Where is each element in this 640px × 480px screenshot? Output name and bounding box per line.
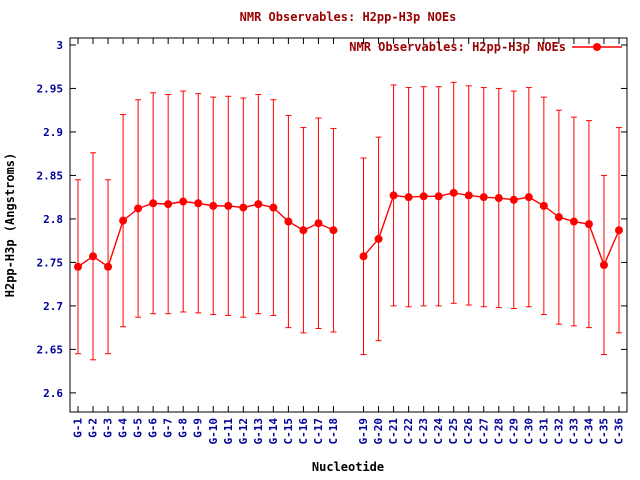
series-line <box>77 192 620 268</box>
x-tick-label: C-34 <box>582 418 595 445</box>
x-tick-label: G-10 <box>207 418 220 445</box>
data-point <box>269 203 278 212</box>
x-tick-label: C-15 <box>282 418 295 445</box>
x-tick-label: C-22 <box>402 418 415 445</box>
x-tick-label: G-14 <box>267 418 280 445</box>
data-point <box>104 262 113 271</box>
data-point <box>599 261 608 270</box>
x-tick-label: C-16 <box>297 418 310 445</box>
error-bars <box>75 81 622 361</box>
data-point <box>404 193 413 202</box>
x-tick-label: C-17 <box>312 418 325 445</box>
data-point <box>119 216 128 225</box>
y-tick-label: 2.65 <box>37 343 64 356</box>
x-tick-label: G-3 <box>102 418 115 438</box>
x-tick-label: G-5 <box>132 418 145 438</box>
data-point <box>149 199 158 208</box>
data-point <box>419 192 428 201</box>
data-point <box>209 201 218 210</box>
x-tick-label: G-12 <box>237 418 250 445</box>
data-point <box>254 200 263 209</box>
data-point <box>464 191 473 200</box>
data-point <box>179 197 188 206</box>
data-point <box>314 219 323 228</box>
legend-sample <box>572 43 622 51</box>
x-tick-label: G-19 <box>357 418 370 445</box>
data-point <box>194 199 203 208</box>
x-tick-label: C-23 <box>417 418 430 445</box>
x-tick-label: G-13 <box>252 418 265 445</box>
y-tick-label: 2.75 <box>37 256 64 269</box>
x-tick-label: C-35 <box>597 418 610 445</box>
data-point <box>134 204 143 213</box>
data-point <box>524 193 533 202</box>
data-point <box>494 194 503 203</box>
data-point <box>164 200 173 209</box>
x-tick-label: C-18 <box>327 418 340 445</box>
x-tick-label: C-32 <box>552 418 565 445</box>
data-point <box>615 226 623 235</box>
x-tick-label: C-31 <box>537 418 550 445</box>
x-tick-label: C-28 <box>492 418 505 445</box>
x-tick-label: C-27 <box>477 418 490 445</box>
x-tick-label: G-11 <box>222 418 235 445</box>
x-tick-label: G-9 <box>192 418 205 438</box>
data-point <box>584 220 593 229</box>
data-point <box>224 201 233 210</box>
x-tick-label: C-26 <box>462 418 475 445</box>
x-axis-ticks: G-1 G-2 G-3 G-4 G-5 G-6 G-7 G-8 G-9 G-10 G-11 G-12 G… <box>72 38 626 445</box>
x-tick-label: G-2 <box>87 418 100 438</box>
x-tick-label: C-33 <box>567 418 580 445</box>
data-point <box>389 191 398 200</box>
data-point <box>554 213 563 222</box>
x-tick-label: C-24 <box>432 418 445 445</box>
legend-label: NMR Observables: H2pp-H3p NOEs <box>349 40 566 54</box>
y-tick-label: 3 <box>56 39 63 52</box>
data-point <box>374 234 383 243</box>
data-point <box>539 201 548 210</box>
data-point <box>239 203 248 212</box>
plot-border <box>69 37 628 413</box>
y-tick-label: 2.95 <box>37 82 64 95</box>
y-tick-label: 2.8 <box>43 213 63 226</box>
x-tick-label: C-21 <box>387 418 400 445</box>
data-point <box>569 217 578 226</box>
x-tick-label: G-8 <box>177 418 190 438</box>
data-point <box>284 217 293 226</box>
y-tick-label: 2.85 <box>37 169 64 182</box>
x-tick-label: G-7 <box>162 418 175 438</box>
y-axis-ticks: 2.6 2.65 2.7 2.75 2.8 2.85 2.9 2.95 3 <box>37 39 627 400</box>
x-tick-label: G-6 <box>147 418 160 438</box>
y-tick-label: 2.6 <box>43 387 63 400</box>
x-tick-label: C-25 <box>447 418 460 445</box>
data-point <box>74 262 82 271</box>
x-tick-label: C-29 <box>507 418 520 445</box>
chart-title: NMR Observables: H2pp-H3p NOEs <box>240 10 457 24</box>
x-tick-label: C-30 <box>522 418 535 445</box>
x-axis-label: Nucleotide <box>312 460 384 474</box>
y-tick-label: 2.7 <box>43 300 63 313</box>
x-tick-label: G-1 <box>72 418 85 438</box>
y-axis-label: H2pp-H3p (Angstroms) <box>3 153 17 298</box>
data-point <box>329 226 338 235</box>
data-point <box>359 252 368 261</box>
x-tick-label: G-4 <box>117 418 130 438</box>
data-point <box>299 226 308 235</box>
data-point <box>479 193 488 202</box>
series-points <box>74 188 623 271</box>
x-tick-label: C-36 <box>613 418 626 445</box>
data-point <box>89 252 98 261</box>
data-point <box>434 192 443 201</box>
x-tick-label: G-20 <box>372 418 385 445</box>
data-point <box>449 188 458 197</box>
y-tick-label: 2.9 <box>43 126 63 139</box>
data-point <box>509 195 518 204</box>
